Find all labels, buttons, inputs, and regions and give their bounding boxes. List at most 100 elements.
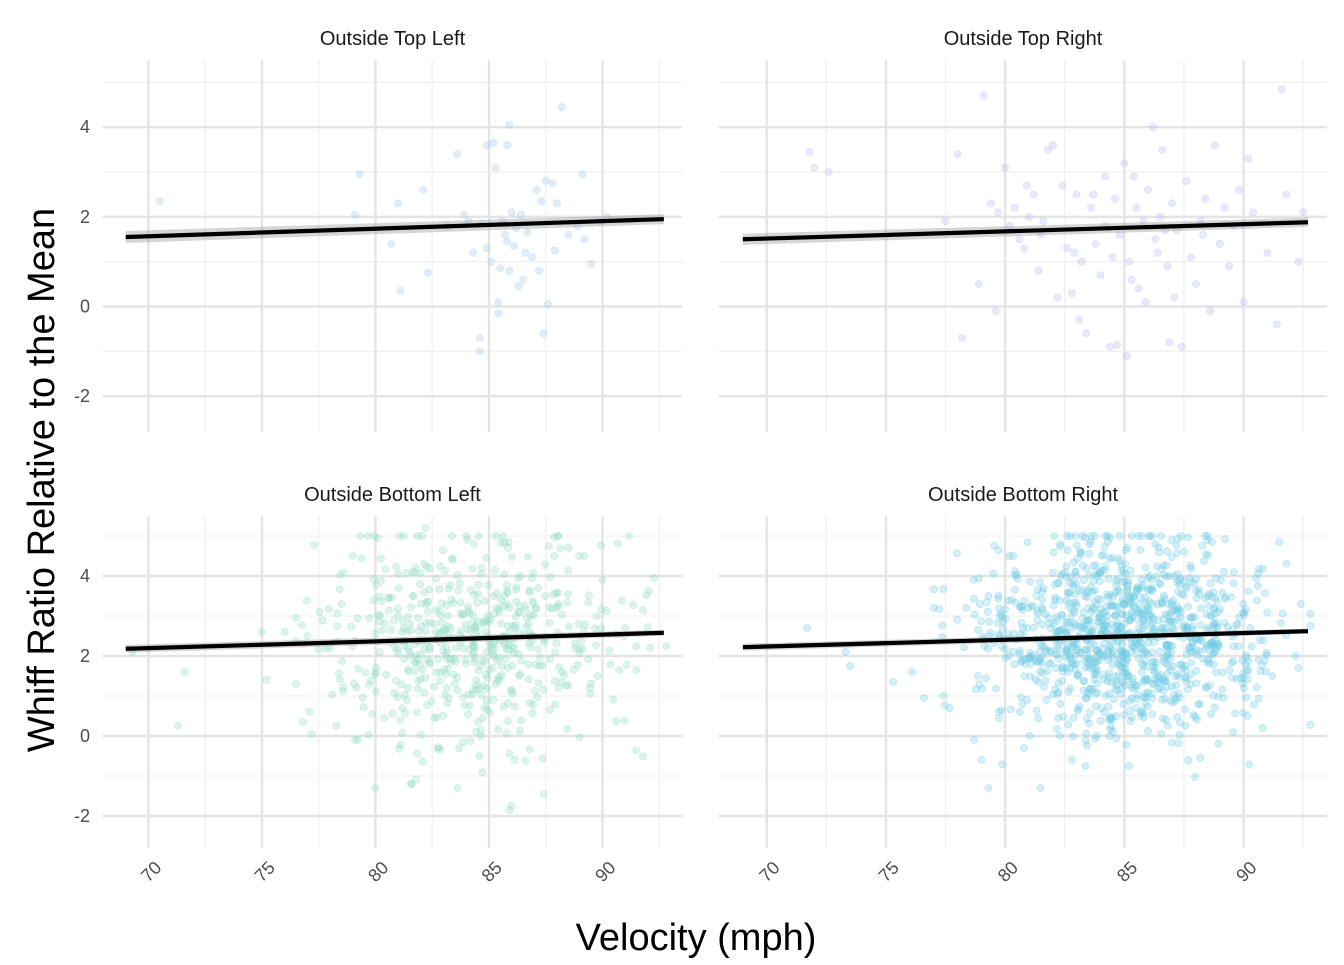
data-point: [1133, 690, 1142, 699]
data-point: [392, 676, 400, 685]
data-point: [1204, 602, 1213, 610]
data-point: [398, 616, 407, 625]
data-point: [336, 675, 344, 684]
data-point: [504, 622, 512, 631]
data-point: [1193, 715, 1201, 724]
data-point: [535, 653, 544, 662]
data-point: [357, 554, 366, 562]
data-point: [1099, 651, 1107, 660]
data-point: [423, 268, 432, 277]
data-point: [487, 644, 496, 653]
data-point: [373, 534, 382, 542]
data-point: [1207, 592, 1216, 601]
data-point: [1101, 172, 1110, 181]
data-point: [416, 674, 425, 683]
data-point: [1092, 670, 1100, 679]
data-point: [1120, 652, 1129, 660]
data-point: [1191, 713, 1200, 721]
data-point: [411, 658, 420, 667]
data-point: [422, 600, 430, 608]
data-point: [1038, 587, 1047, 596]
data-point: [1132, 203, 1141, 212]
data-point: [1129, 601, 1138, 610]
data-point: [456, 598, 465, 607]
data-point: [535, 661, 544, 670]
data-point: [525, 639, 533, 647]
data-point: [1106, 725, 1115, 734]
data-point: [994, 707, 1003, 716]
data-point: [472, 685, 481, 694]
data-point: [408, 591, 417, 600]
facet-title: Outside Top Left: [320, 28, 466, 50]
data-point: [353, 614, 362, 622]
data-point: [1141, 598, 1150, 607]
data-point: [1118, 595, 1127, 604]
data-point: [1177, 342, 1186, 351]
data-point: [501, 655, 510, 663]
data-point: [1192, 667, 1201, 675]
data-point: [435, 677, 444, 685]
data-point: [642, 591, 651, 599]
data-point: [632, 642, 641, 651]
data-point: [404, 667, 412, 676]
data-point: [257, 628, 266, 636]
data-point: [1167, 648, 1176, 656]
data-point: [1072, 640, 1081, 648]
data-point: [369, 596, 378, 604]
data-point: [1060, 568, 1069, 577]
data-point: [377, 577, 386, 585]
data-point: [1092, 600, 1101, 609]
data-point: [1117, 610, 1126, 619]
data-point: [1157, 729, 1166, 738]
data-point: [347, 623, 356, 631]
data-point: [413, 749, 422, 758]
data-point: [1120, 600, 1129, 608]
data-point: [1093, 665, 1101, 674]
data-point: [474, 590, 482, 598]
data-point: [1042, 646, 1051, 655]
data-point: [489, 652, 498, 660]
data-point: [499, 532, 507, 540]
data-point: [1026, 577, 1034, 586]
data-point: [1084, 654, 1093, 662]
data-point: [1220, 567, 1228, 576]
data-point: [1179, 576, 1188, 585]
data-point: [1175, 576, 1183, 585]
data-point: [1040, 682, 1048, 691]
data-point: [1058, 662, 1067, 671]
data-point: [439, 646, 447, 655]
data-point: [1098, 615, 1107, 624]
data-point: [1250, 700, 1258, 709]
data-point: [1163, 547, 1171, 556]
data-point: [1052, 664, 1060, 672]
data-point: [495, 654, 503, 662]
data-point: [1069, 606, 1078, 615]
data-point: [545, 655, 554, 664]
data-point: [1101, 621, 1109, 629]
data-point: [1105, 715, 1113, 724]
data-point: [1063, 546, 1072, 554]
data-point: [1090, 658, 1098, 667]
data-point: [1156, 580, 1165, 588]
data-point: [1111, 610, 1120, 618]
data-point: [1064, 590, 1073, 598]
data-point: [1054, 714, 1062, 722]
data-point: [1096, 577, 1104, 586]
data-point: [1128, 643, 1137, 652]
data-point: [1017, 657, 1026, 665]
data-point: [1105, 641, 1114, 650]
data-point: [584, 598, 593, 607]
data-point: [1088, 661, 1097, 670]
data-point: [1138, 650, 1147, 658]
data-point: [1170, 572, 1179, 580]
data-point: [1143, 662, 1151, 671]
data-point: [1004, 651, 1013, 660]
data-point: [371, 629, 380, 638]
data-point: [1244, 154, 1253, 163]
data-point: [173, 722, 182, 730]
data-point: [1252, 574, 1260, 583]
data-point: [1175, 693, 1184, 702]
data-point: [1306, 622, 1315, 630]
data-point: [511, 621, 520, 629]
data-point: [1150, 638, 1159, 647]
